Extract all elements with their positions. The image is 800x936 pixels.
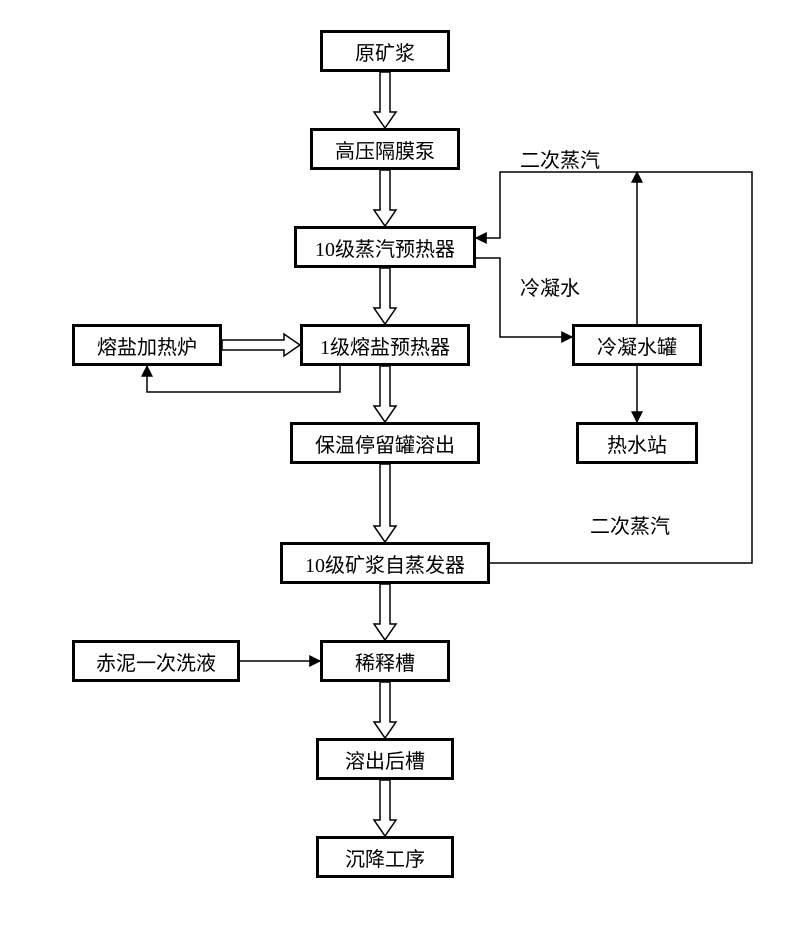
node-condensate_tank: 冷凝水罐 — [572, 324, 702, 366]
node-flash_evaporator: 10级矿浆自蒸发器 — [280, 542, 490, 584]
hollow-arrow — [374, 682, 396, 738]
edge-label-condensate: 冷凝水 — [520, 272, 580, 301]
edge-label-secondary_steam_bottom: 二次蒸汽 — [590, 510, 670, 539]
node-dilution_tank: 稀释槽 — [320, 640, 450, 682]
node-post_leach_tank: 溶出后槽 — [316, 738, 454, 780]
hollow-arrow — [374, 268, 396, 324]
node-label: 保温停留罐溶出 — [315, 429, 455, 458]
node-label: 熔盐加热炉 — [97, 331, 197, 360]
node-holding_tank: 保温停留罐溶出 — [290, 422, 480, 464]
node-label: 10级矿浆自蒸发器 — [305, 549, 465, 578]
node-hot_water_station: 热水站 — [576, 422, 698, 464]
node-label: 1级熔盐预热器 — [320, 331, 450, 360]
node-steam_preheater: 10级蒸汽预热器 — [294, 226, 476, 268]
node-settling: 沉降工序 — [316, 836, 454, 878]
hollow-arrow — [374, 170, 396, 226]
node-molten_salt_furnace: 熔盐加热炉 — [72, 324, 222, 366]
solid-edge — [476, 172, 752, 563]
hollow-arrow — [374, 72, 396, 128]
hollow-arrow — [374, 780, 396, 836]
node-label: 原矿浆 — [355, 37, 415, 66]
edge-label-secondary_steam_top: 二次蒸汽 — [520, 144, 600, 173]
hollow-arrow — [374, 464, 396, 542]
solid-edge — [147, 366, 340, 392]
node-label: 稀释槽 — [355, 647, 415, 676]
node-label: 溶出后槽 — [345, 745, 425, 774]
node-label: 赤泥一次洗液 — [96, 647, 216, 676]
node-label: 高压隔膜泵 — [335, 135, 435, 164]
node-label: 热水站 — [607, 429, 667, 458]
hollow-arrow — [374, 584, 396, 640]
node-raw_slurry: 原矿浆 — [320, 30, 450, 72]
node-label: 沉降工序 — [345, 843, 425, 872]
node-molten_salt_preheater: 1级熔盐预热器 — [300, 324, 470, 366]
node-diaphragm_pump: 高压隔膜泵 — [310, 128, 460, 170]
node-label: 10级蒸汽预热器 — [315, 233, 455, 262]
hollow-arrow — [374, 366, 396, 422]
node-red_mud_wash: 赤泥一次洗液 — [72, 640, 240, 682]
node-label: 冷凝水罐 — [597, 331, 677, 360]
hollow-arrow — [222, 334, 300, 356]
